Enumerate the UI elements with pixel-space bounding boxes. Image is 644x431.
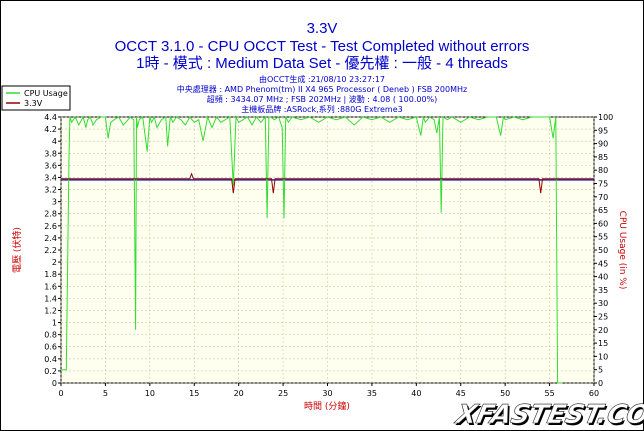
- y-left-tick-label: 2.6: [44, 222, 57, 231]
- y-left-tick-label: 2.8: [44, 210, 57, 219]
- svg-text:XFASTEST.COM: XFASTEST.COM: [453, 402, 644, 431]
- y-right-axis-ticks: 0 5 10 15 20 25 30 35 40 45 50 55 60 65 70 75 80 85 90 95 10…: [594, 113, 613, 388]
- y-right-tick-label: 100: [598, 113, 613, 122]
- watermark-logo: XFASTEST.COM XFASTEST.COM: [451, 400, 644, 431]
- y-left-tick-label: 0.6: [44, 343, 57, 352]
- y-left-tick-label: 0.4: [44, 355, 57, 364]
- y-left-tick-label: 1.8: [44, 270, 57, 279]
- y-left-tick-label: 4.2: [44, 125, 57, 134]
- x-tick-label: 50: [500, 389, 510, 398]
- y-left-tick-label: 3.4: [44, 173, 57, 182]
- x-tick-label: 60: [589, 389, 599, 398]
- y-left-tick-label: 2: [52, 258, 57, 267]
- y-right-tick-label: 95: [598, 126, 608, 135]
- y-right-tick-label: 75: [598, 180, 608, 189]
- title-voltage: 3.3V: [307, 20, 338, 37]
- x-tick-label: 20: [234, 389, 244, 398]
- title-test-mode: 1時 - 模式 : Medium Data Set - 優先權 : 一般 - 4…: [136, 55, 508, 72]
- legend-box: [1, 85, 71, 111]
- y-right-tick-label: 65: [598, 206, 608, 215]
- y-left-axis-title: 電壓 (伏特): [11, 227, 23, 273]
- y-left-tick-label: 0: [52, 379, 57, 388]
- y-right-tick-label: 10: [598, 352, 608, 361]
- y-left-tick-label: 0.8: [44, 331, 57, 340]
- x-tick-label: 45: [456, 389, 466, 398]
- y-left-axis-ticks: 0 0.2 0.4 0.6 0.8 1 1.2 1.4 1.6 1.8 2 2.2 2.4 2.6 2.8 3…: [44, 113, 61, 388]
- y-left-tick-label: 3.8: [44, 149, 57, 158]
- info-generated: 由OCCT生成 :21/08/10 23:27:17: [259, 74, 385, 84]
- x-tick-label: 55: [544, 389, 554, 398]
- y-right-tick-label: 25: [598, 313, 608, 322]
- y-left-tick-label: 3.2: [44, 186, 57, 195]
- y-right-tick-label: 80: [598, 166, 608, 175]
- x-axis-ticks: 0 5 10 15 20 25 30 35 40 45 50 55 60: [58, 383, 599, 398]
- legend-3v3-label: 3.3V: [24, 99, 43, 108]
- x-tick-label: 30: [322, 389, 332, 398]
- y-left-tick-label: 2.2: [44, 246, 57, 255]
- x-tick-label: 35: [367, 389, 377, 398]
- y-left-tick-label: 0.2: [44, 367, 57, 376]
- x-tick-label: 0: [58, 389, 63, 398]
- info-cpu: 中央處理器 : AMD Phenom(tm) II X4 965 Process…: [177, 84, 467, 94]
- y-right-tick-label: 0: [598, 379, 603, 388]
- legend: CPU Usage 3.3V: [1, 85, 71, 111]
- y-left-tick-label: 1.6: [44, 282, 57, 291]
- y-right-tick-label: 60: [598, 219, 608, 228]
- y-right-tick-label: 45: [598, 259, 608, 268]
- x-tick-label: 10: [145, 389, 155, 398]
- y-left-tick-label: 4.4: [44, 113, 57, 122]
- title-test-status: OCCT 3.1.0 - CPU OCCT Test - Test Comple…: [115, 38, 530, 55]
- legend-cpu-usage-label: CPU Usage: [24, 89, 68, 98]
- y-left-tick-label: 4: [52, 137, 57, 146]
- y-left-tick-label: 3: [52, 198, 57, 207]
- y-right-axis-title: CPU Usage (in %): [617, 211, 627, 290]
- y-right-tick-label: 55: [598, 233, 608, 242]
- y-left-tick-label: 1.2: [44, 306, 57, 315]
- svg-text:XFASTEST.COM: XFASTEST.COM: [452, 400, 644, 430]
- y-right-tick-label: 90: [598, 140, 608, 149]
- info-motherboard: 主機板品牌 :ASRock,系列 :880G Extreme3: [241, 104, 402, 114]
- x-tick-label: 5: [103, 389, 108, 398]
- y-left-tick-label: 3.6: [44, 161, 57, 170]
- y-right-tick-label: 40: [598, 273, 608, 282]
- y-right-tick-label: 50: [598, 246, 608, 255]
- y-right-tick-label: 5: [598, 366, 603, 375]
- x-axis-title: 時間 (分鐘): [304, 400, 350, 412]
- y-left-tick-label: 1.4: [44, 294, 57, 303]
- x-tick-label: 25: [278, 389, 288, 398]
- y-left-tick-label: 1: [52, 319, 57, 328]
- x-tick-label: 15: [189, 389, 199, 398]
- y-right-tick-label: 85: [598, 153, 608, 162]
- x-tick-label: 40: [411, 389, 421, 398]
- y-right-tick-label: 20: [598, 326, 608, 335]
- y-right-tick-label: 30: [598, 299, 608, 308]
- y-left-tick-label: 2.4: [44, 234, 57, 243]
- y-right-tick-label: 15: [598, 339, 608, 348]
- series-cpu-usage-line: [61, 115, 562, 384]
- y-right-tick-label: 35: [598, 286, 608, 295]
- info-clock: 超頻 : 3434.07 MHz ; FSB 202MHz | 波動 : 4.0…: [207, 94, 438, 104]
- y-right-tick-label: 70: [598, 193, 608, 202]
- series-3v3-line: [61, 172, 594, 194]
